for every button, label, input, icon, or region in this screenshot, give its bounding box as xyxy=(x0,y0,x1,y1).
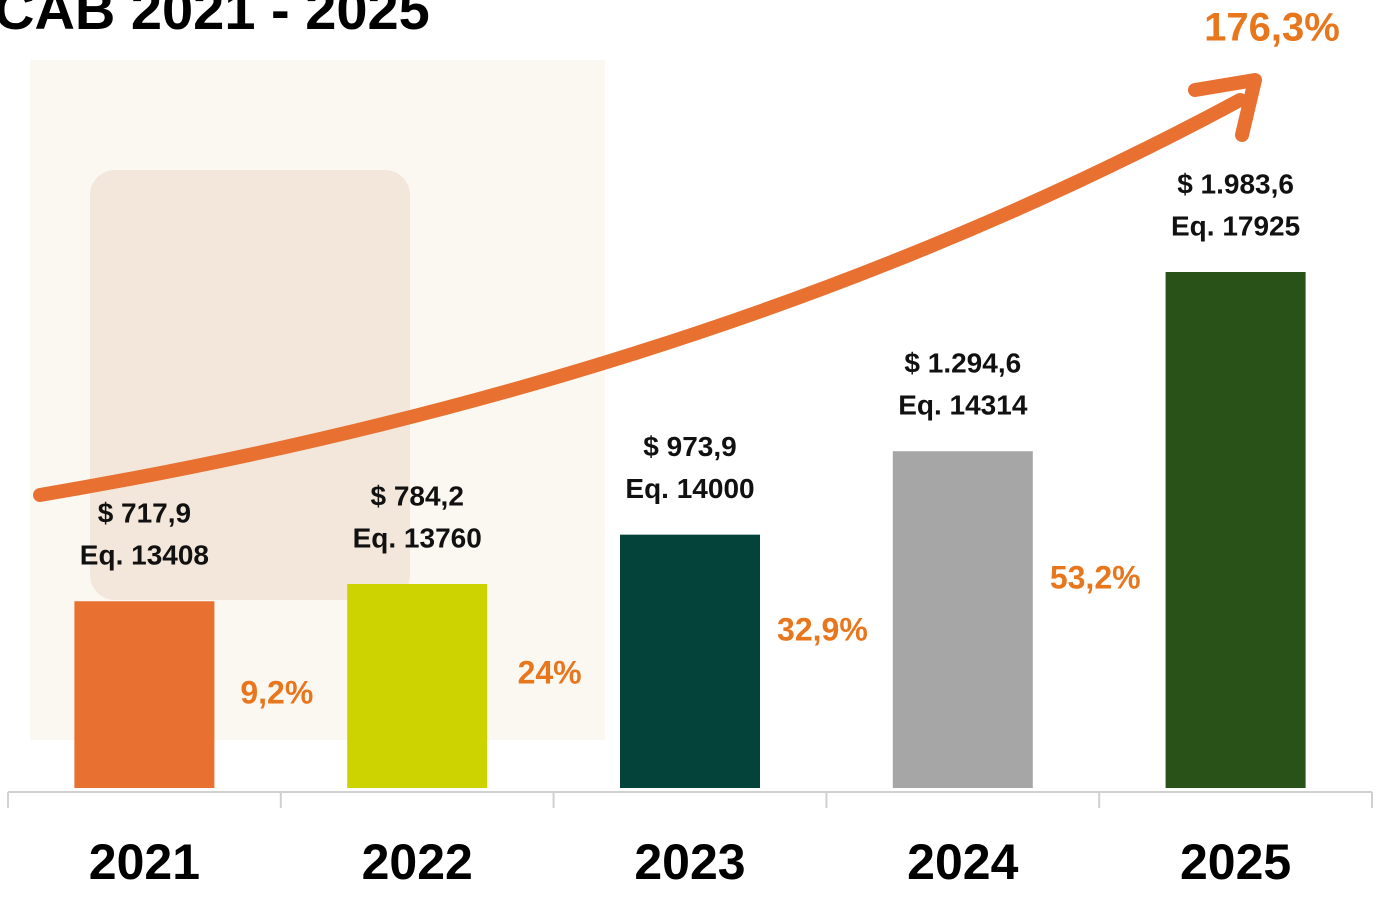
value-label: $ 1.983,6 xyxy=(1177,168,1294,199)
growth-label: 32,9% xyxy=(777,611,868,647)
chart-title: CAB 2021 - 2025 xyxy=(0,0,430,41)
bar xyxy=(892,451,1033,788)
equivalent-label: Eq. 13408 xyxy=(80,540,209,571)
x-tick-label: 2022 xyxy=(362,834,473,890)
value-label: $ 784,2 xyxy=(370,480,463,511)
value-label: $ 973,9 xyxy=(643,431,736,462)
x-tick-label: 2023 xyxy=(634,834,745,890)
bar xyxy=(620,534,760,788)
growth-label: 9,2% xyxy=(240,674,313,710)
x-tick-label: 2021 xyxy=(89,834,200,890)
clipboard-shape xyxy=(90,170,410,600)
bar xyxy=(347,584,488,788)
equivalent-label: Eq. 14314 xyxy=(898,390,1028,421)
total-growth-label: 176,3% xyxy=(1204,6,1340,50)
bar xyxy=(1165,272,1306,788)
x-tick-label: 2025 xyxy=(1180,834,1291,890)
value-label: $ 717,9 xyxy=(98,498,191,529)
growth-label: 24% xyxy=(518,654,582,690)
value-label: $ 1.294,6 xyxy=(904,348,1021,379)
equivalent-label: Eq. 17925 xyxy=(1171,210,1300,241)
equivalent-label: Eq. 13760 xyxy=(353,522,482,553)
growth-arrow-head xyxy=(1188,73,1262,142)
x-tick-label: 2024 xyxy=(907,834,1018,890)
equivalent-label: Eq. 14000 xyxy=(625,473,754,504)
growth-arrow xyxy=(33,93,1247,502)
bar xyxy=(74,601,215,788)
growth-label: 53,2% xyxy=(1050,559,1141,595)
